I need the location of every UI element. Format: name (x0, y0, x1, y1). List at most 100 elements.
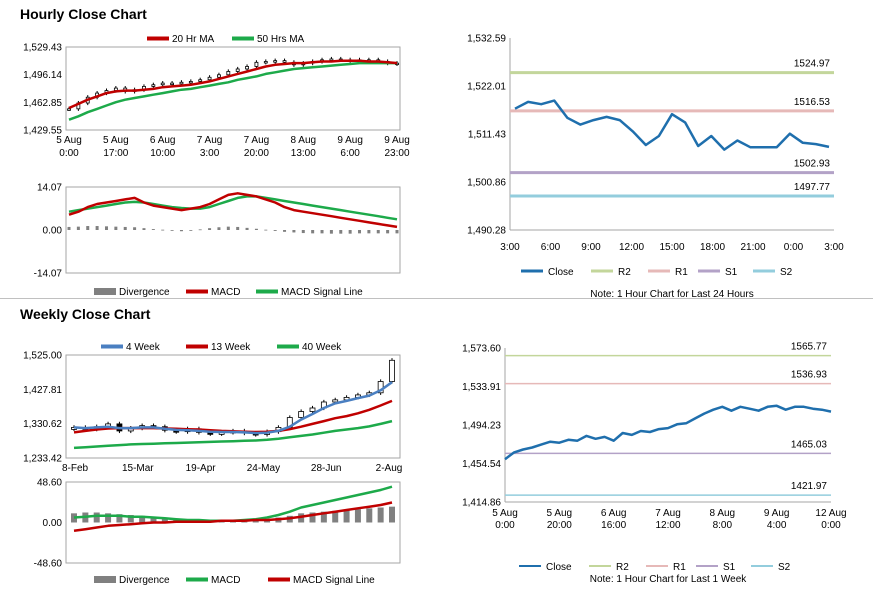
week-legend-r2: R2 (616, 562, 629, 573)
week-xtick-date: 9 Aug (764, 508, 790, 519)
weekly-price-frame (65, 354, 401, 459)
hourly-divergence-bar (292, 230, 296, 233)
week-ytick: 1,414.86 (462, 498, 501, 509)
weekly-divergence-bar (105, 513, 112, 523)
weekly-macd-ytick: 0.00 (43, 518, 63, 529)
hourly-price-xtick-time: 20:00 (244, 148, 269, 159)
week-level-r1-label: 1536.93 (791, 370, 828, 381)
weekly-divergence-bar (139, 515, 146, 523)
hourly-candle-body (263, 61, 268, 64)
hourly-divergence-bar (245, 227, 249, 230)
week-xtick-time: 4:00 (767, 520, 787, 531)
weekly-price-xtick: 19-Apr (186, 463, 217, 474)
weekly-legend-40wk: 40 Week (302, 342, 342, 353)
weekly-legend-macd: MACD (211, 575, 240, 586)
week-xtick-time: 0:00 (821, 520, 841, 531)
weekly-divergence-bar (116, 514, 123, 523)
day-level-s1-label: 1502.93 (794, 159, 831, 170)
hourly-legend-macd-signal: MACD Signal Line (281, 287, 363, 298)
hourly-candle-body (151, 84, 156, 87)
weekly-divergence-bar (366, 508, 373, 523)
hourly-50hr-ma-line (68, 61, 397, 121)
hourly-macd-ytick: -14.07 (34, 269, 63, 280)
hourly-candle-body (273, 60, 278, 63)
hourly-divergence-bar (264, 229, 268, 231)
weekly-macd-ytick: -48.60 (34, 559, 63, 570)
hourly-divergence-bar (226, 226, 230, 230)
week-xtick-time: 0:00 (495, 520, 515, 531)
week-xtick-time: 12:00 (655, 520, 680, 531)
hourly-candle-body (188, 81, 193, 84)
hourly-divergence-bar (104, 226, 108, 230)
day-xtick: 21:00 (740, 242, 765, 253)
day-legend-r2: R2 (618, 267, 631, 278)
day-legend-s1: S1 (725, 267, 738, 278)
hourly-legend-20hr-ma: 20 Hr MA (172, 34, 215, 45)
hourly-divergence-bar (179, 230, 183, 232)
day-legend-close: Close (548, 267, 574, 278)
week-xtick-time: 16:00 (601, 520, 626, 531)
weekly-macd-frame (65, 481, 401, 564)
hourly-divergence-bar (151, 229, 155, 230)
week-xtick-date: 6 Aug (601, 508, 627, 519)
weekly-candle-body (332, 399, 339, 403)
day-legend-r1: R1 (675, 267, 688, 278)
day-level-r2-label: 1524.97 (794, 59, 831, 70)
weekly-divergence-bar (71, 513, 77, 523)
week-level-r2-label: 1565.77 (791, 342, 828, 353)
weekly-divergence-bar (161, 518, 168, 523)
day-xtick: 12:00 (619, 242, 644, 253)
hourly-price-xtick-date: 8 Aug (290, 135, 316, 146)
hourly-divergence-bar (358, 230, 362, 234)
hourly-legend-divergence-swatch (94, 288, 116, 295)
hourly-divergence-bar (311, 230, 315, 234)
weekly-price-xtick: 2-Aug (376, 463, 403, 474)
hourly-price-xtick-date: 9 Aug (384, 135, 410, 146)
day-ytick: 1,522.01 (467, 82, 506, 93)
hourly-candle-body (282, 60, 287, 63)
hourly-divergence-bar (320, 230, 324, 234)
weekly-price-ytick: 1,525.00 (23, 351, 62, 362)
hourly-divergence-bar (170, 230, 174, 231)
weekly-divergence-bar (127, 515, 134, 523)
hourly-divergence-bar (161, 229, 165, 231)
hourly-price-xtick-date: 5 Aug (56, 135, 82, 146)
hourly-candle-body (179, 81, 184, 85)
week-note: Note: 1 Hour Chart for Last 1 Week (590, 574, 748, 585)
hourly-candle-body (198, 79, 203, 82)
weekly-divergence-bar (252, 520, 259, 523)
week-xtick-date: 5 Aug (492, 508, 518, 519)
hourly-divergence-bar (329, 230, 333, 234)
hourly-divergence-bar (198, 229, 202, 231)
day-xtick: 9:00 (581, 242, 601, 253)
day-xtick: 0:00 (784, 242, 804, 253)
hourly-macd-line (68, 192, 398, 229)
weekly-divergence-bar (377, 507, 384, 523)
weekly-candle-body (298, 411, 305, 418)
hourly-legend-divergence: Divergence (119, 287, 170, 298)
hourly-divergence-bar (236, 226, 240, 230)
hourly-price-xtick-date: 6 Aug (150, 135, 176, 146)
week-legend-r1: R1 (673, 562, 686, 573)
day-xtick: 18:00 (700, 242, 725, 253)
hourly-divergence-bar (386, 230, 390, 234)
hourly-price-xtick-time: 23:00 (384, 148, 409, 159)
hourly-section-title: Hourly Close Chart (20, 6, 147, 22)
hourly-price-xtick-date: 9 Aug (337, 135, 363, 146)
hourly-candle-body (245, 66, 249, 70)
day-level-s2-label: 1497.77 (794, 182, 831, 193)
hourly-price-xtick-date: 5 Aug (103, 135, 129, 146)
weekly-divergence-bar (343, 510, 350, 523)
hourly-divergence-bar (95, 226, 99, 230)
weekly-price-xtick: 15-Mar (122, 463, 154, 474)
hourly-candle-body (207, 76, 212, 81)
weekly-divergence-bar (241, 521, 248, 523)
hourly-macd-ytick: 14.07 (37, 183, 62, 194)
weekly-legend-divergence: Divergence (119, 575, 170, 586)
hourly-price-xtick-time: 3:00 (200, 148, 220, 159)
weekly-price-ytick: 1,427.81 (23, 385, 62, 396)
week-xtick-time: 8:00 (713, 520, 733, 531)
hourly-divergence-bar (133, 227, 137, 230)
hourly-candle-body (217, 74, 221, 78)
hourly-divergence-bar (339, 230, 343, 234)
